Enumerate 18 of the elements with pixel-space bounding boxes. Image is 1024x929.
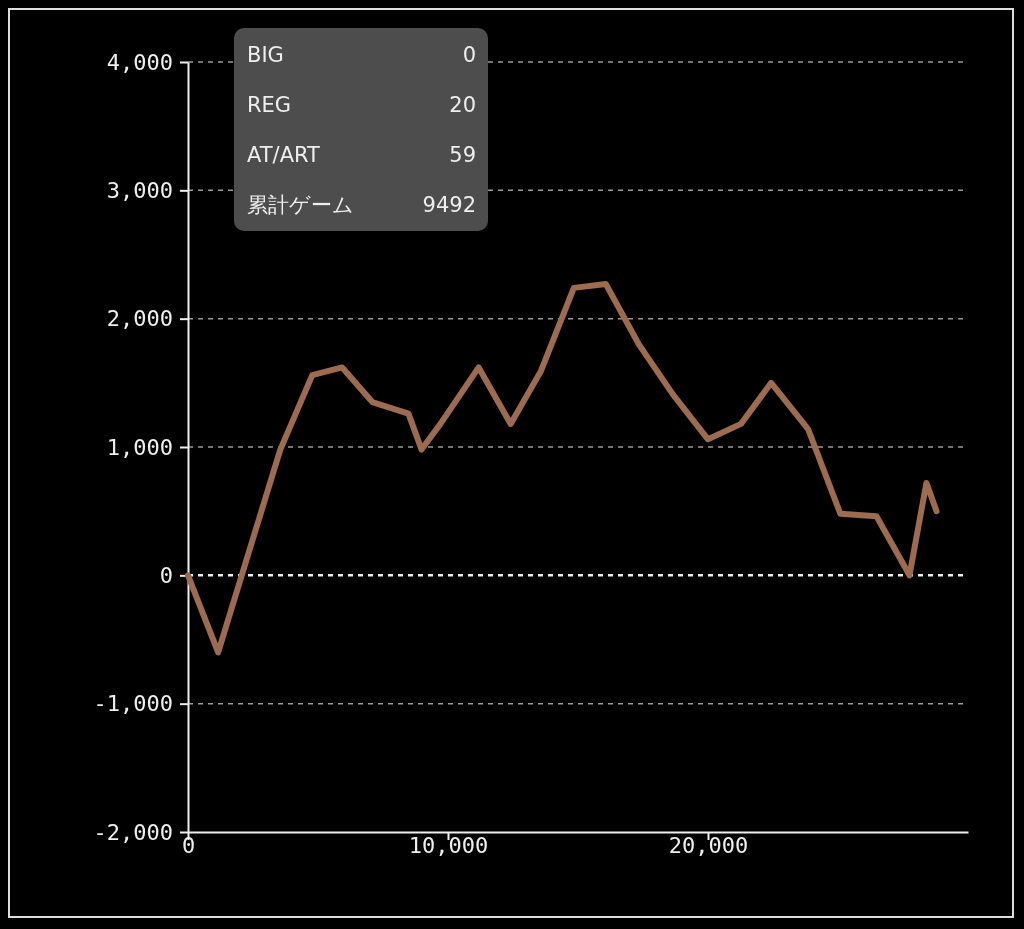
- annotation: 20: [449, 93, 476, 117]
- y-tick-label: 1,000: [106, 434, 173, 460]
- y-tick-label: -1,000: [93, 691, 173, 717]
- y-tick-label: 4,000: [106, 49, 173, 75]
- y-tick-label: 0: [159, 562, 173, 588]
- annotation: 0: [462, 43, 476, 67]
- annotation: BIG: [247, 43, 284, 67]
- y-tick-label: 2,000: [106, 306, 173, 332]
- annotation: AT/ART: [247, 143, 321, 167]
- y-tick-label: -2,000: [93, 819, 173, 845]
- annotation: 累計ゲーム: [247, 193, 354, 217]
- x-tick-label: 0: [181, 833, 196, 858]
- annotation: REG: [247, 93, 292, 117]
- annotation: 9492: [422, 193, 476, 217]
- y-tick-label: 3,000: [106, 177, 173, 203]
- x-tick-label: 20,000: [668, 833, 749, 858]
- x-tick-label: 10,000: [408, 833, 489, 858]
- annotation: 59: [449, 143, 476, 167]
